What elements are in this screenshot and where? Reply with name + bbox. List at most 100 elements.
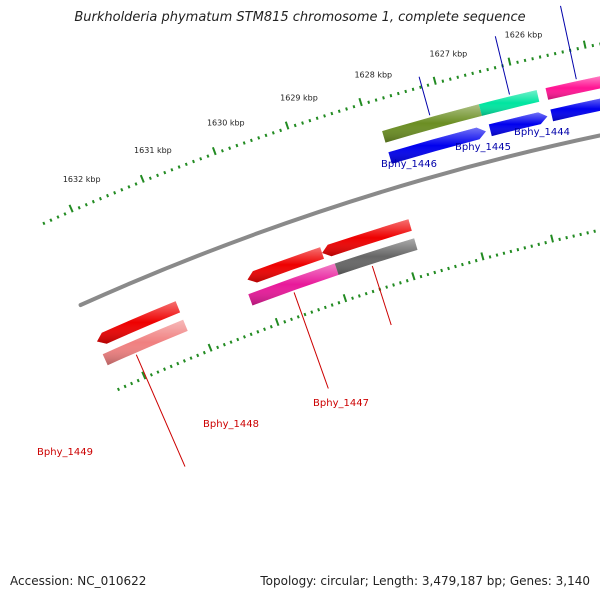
kbp-label: 1628 kbp [354, 70, 392, 79]
minor-tick [236, 337, 240, 342]
minor-tick [290, 317, 293, 322]
minor-tick [315, 116, 319, 120]
minor-tick [330, 303, 334, 307]
gene-features [97, 76, 600, 366]
gene-label-bphy_1447: Bphy_1447 [313, 398, 369, 409]
minor-tick [495, 253, 499, 257]
minor-tick [471, 71, 474, 76]
minor-tick [163, 170, 167, 175]
minor-tick [441, 79, 445, 83]
minor-tick [576, 46, 580, 51]
minor-tick [189, 356, 193, 360]
minor-tick [116, 387, 121, 392]
minor-tick [163, 367, 167, 371]
gene-shading [322, 219, 412, 257]
minor-tick [593, 229, 596, 233]
kbp-label: 1629 kbp [280, 94, 318, 103]
minor-tick [264, 133, 268, 138]
minor-tick [77, 206, 81, 210]
minor-tick [228, 146, 232, 150]
minor-tick [389, 93, 393, 98]
major-tick [141, 371, 147, 380]
minor-tick [433, 270, 437, 275]
minor-tick [199, 157, 203, 161]
minor-tick [411, 87, 415, 92]
major-tick [211, 146, 217, 156]
minor-tick [256, 330, 260, 334]
minor-tick [337, 301, 341, 305]
minor-tick [396, 91, 400, 96]
gene-shading [248, 263, 339, 306]
minor-tick [463, 73, 467, 77]
minor-tick [127, 185, 131, 189]
minor-tick [546, 53, 549, 58]
minor-tick [156, 370, 160, 374]
minor-tick [113, 191, 117, 195]
minor-tick [182, 359, 186, 363]
gene-shading [247, 247, 324, 283]
minor-tick [392, 283, 395, 287]
minor-tick [419, 274, 423, 279]
minor-tick [220, 149, 224, 153]
minor-tick [337, 109, 341, 113]
minor-tick [177, 165, 181, 169]
minor-tick [263, 327, 267, 332]
minor-tick [561, 50, 564, 54]
gene-label-bphy_1444: Bphy_1444 [514, 127, 570, 138]
callout-line [494, 36, 510, 95]
gene-shading [545, 76, 600, 100]
minor-tick [323, 305, 327, 310]
minor-tick [538, 55, 542, 59]
minor-tick [509, 249, 513, 254]
minor-tick [222, 342, 226, 347]
minor-tick [106, 193, 110, 198]
minor-tick [591, 43, 595, 48]
minor-tick [474, 258, 478, 263]
minor-tick [156, 173, 160, 178]
minor-tick [84, 202, 88, 207]
callout-line [293, 292, 329, 389]
minor-tick [404, 89, 408, 94]
minor-tick [63, 212, 67, 216]
gene-label-bphy_1448: Bphy_1448 [203, 419, 259, 430]
inner-tick-ring [116, 229, 596, 392]
minor-tick [271, 131, 275, 135]
minor-tick [49, 218, 53, 223]
minor-tick [149, 373, 153, 377]
minor-tick [134, 182, 138, 186]
kbp-label: 1631 kbp [134, 146, 172, 155]
minor-tick [456, 75, 460, 79]
minor-tick [269, 324, 273, 329]
minor-tick [202, 350, 206, 355]
minor-tick [283, 320, 287, 324]
kbp-label: 1630 kbp [207, 119, 245, 128]
minor-tick [216, 345, 220, 350]
minor-tick [454, 264, 457, 269]
callout-line [418, 76, 431, 116]
kbp-label: 1632 kbp [63, 175, 101, 184]
minor-tick [516, 60, 519, 64]
topology-label: Topology: circular; Length: 3,479,187 bp… [260, 574, 590, 588]
major-tick [274, 317, 280, 327]
major-tick [550, 234, 554, 243]
minor-tick [478, 69, 482, 74]
minor-tick [488, 255, 492, 259]
major-tick [68, 204, 74, 213]
minor-tick [317, 307, 321, 312]
minor-tick [130, 381, 134, 386]
callout-line [560, 5, 577, 80]
minor-tick [537, 242, 541, 247]
minor-tick [405, 279, 409, 283]
minor-tick [426, 272, 430, 277]
minor-tick [91, 199, 95, 204]
minor-tick [558, 237, 561, 242]
gene-shading [334, 238, 418, 275]
minor-tick [169, 364, 173, 369]
minor-tick [303, 312, 307, 317]
minor-tick [345, 107, 348, 111]
minor-tick [531, 57, 534, 61]
kbp-label: 1626 kbp [505, 31, 543, 40]
minor-tick [184, 162, 188, 167]
